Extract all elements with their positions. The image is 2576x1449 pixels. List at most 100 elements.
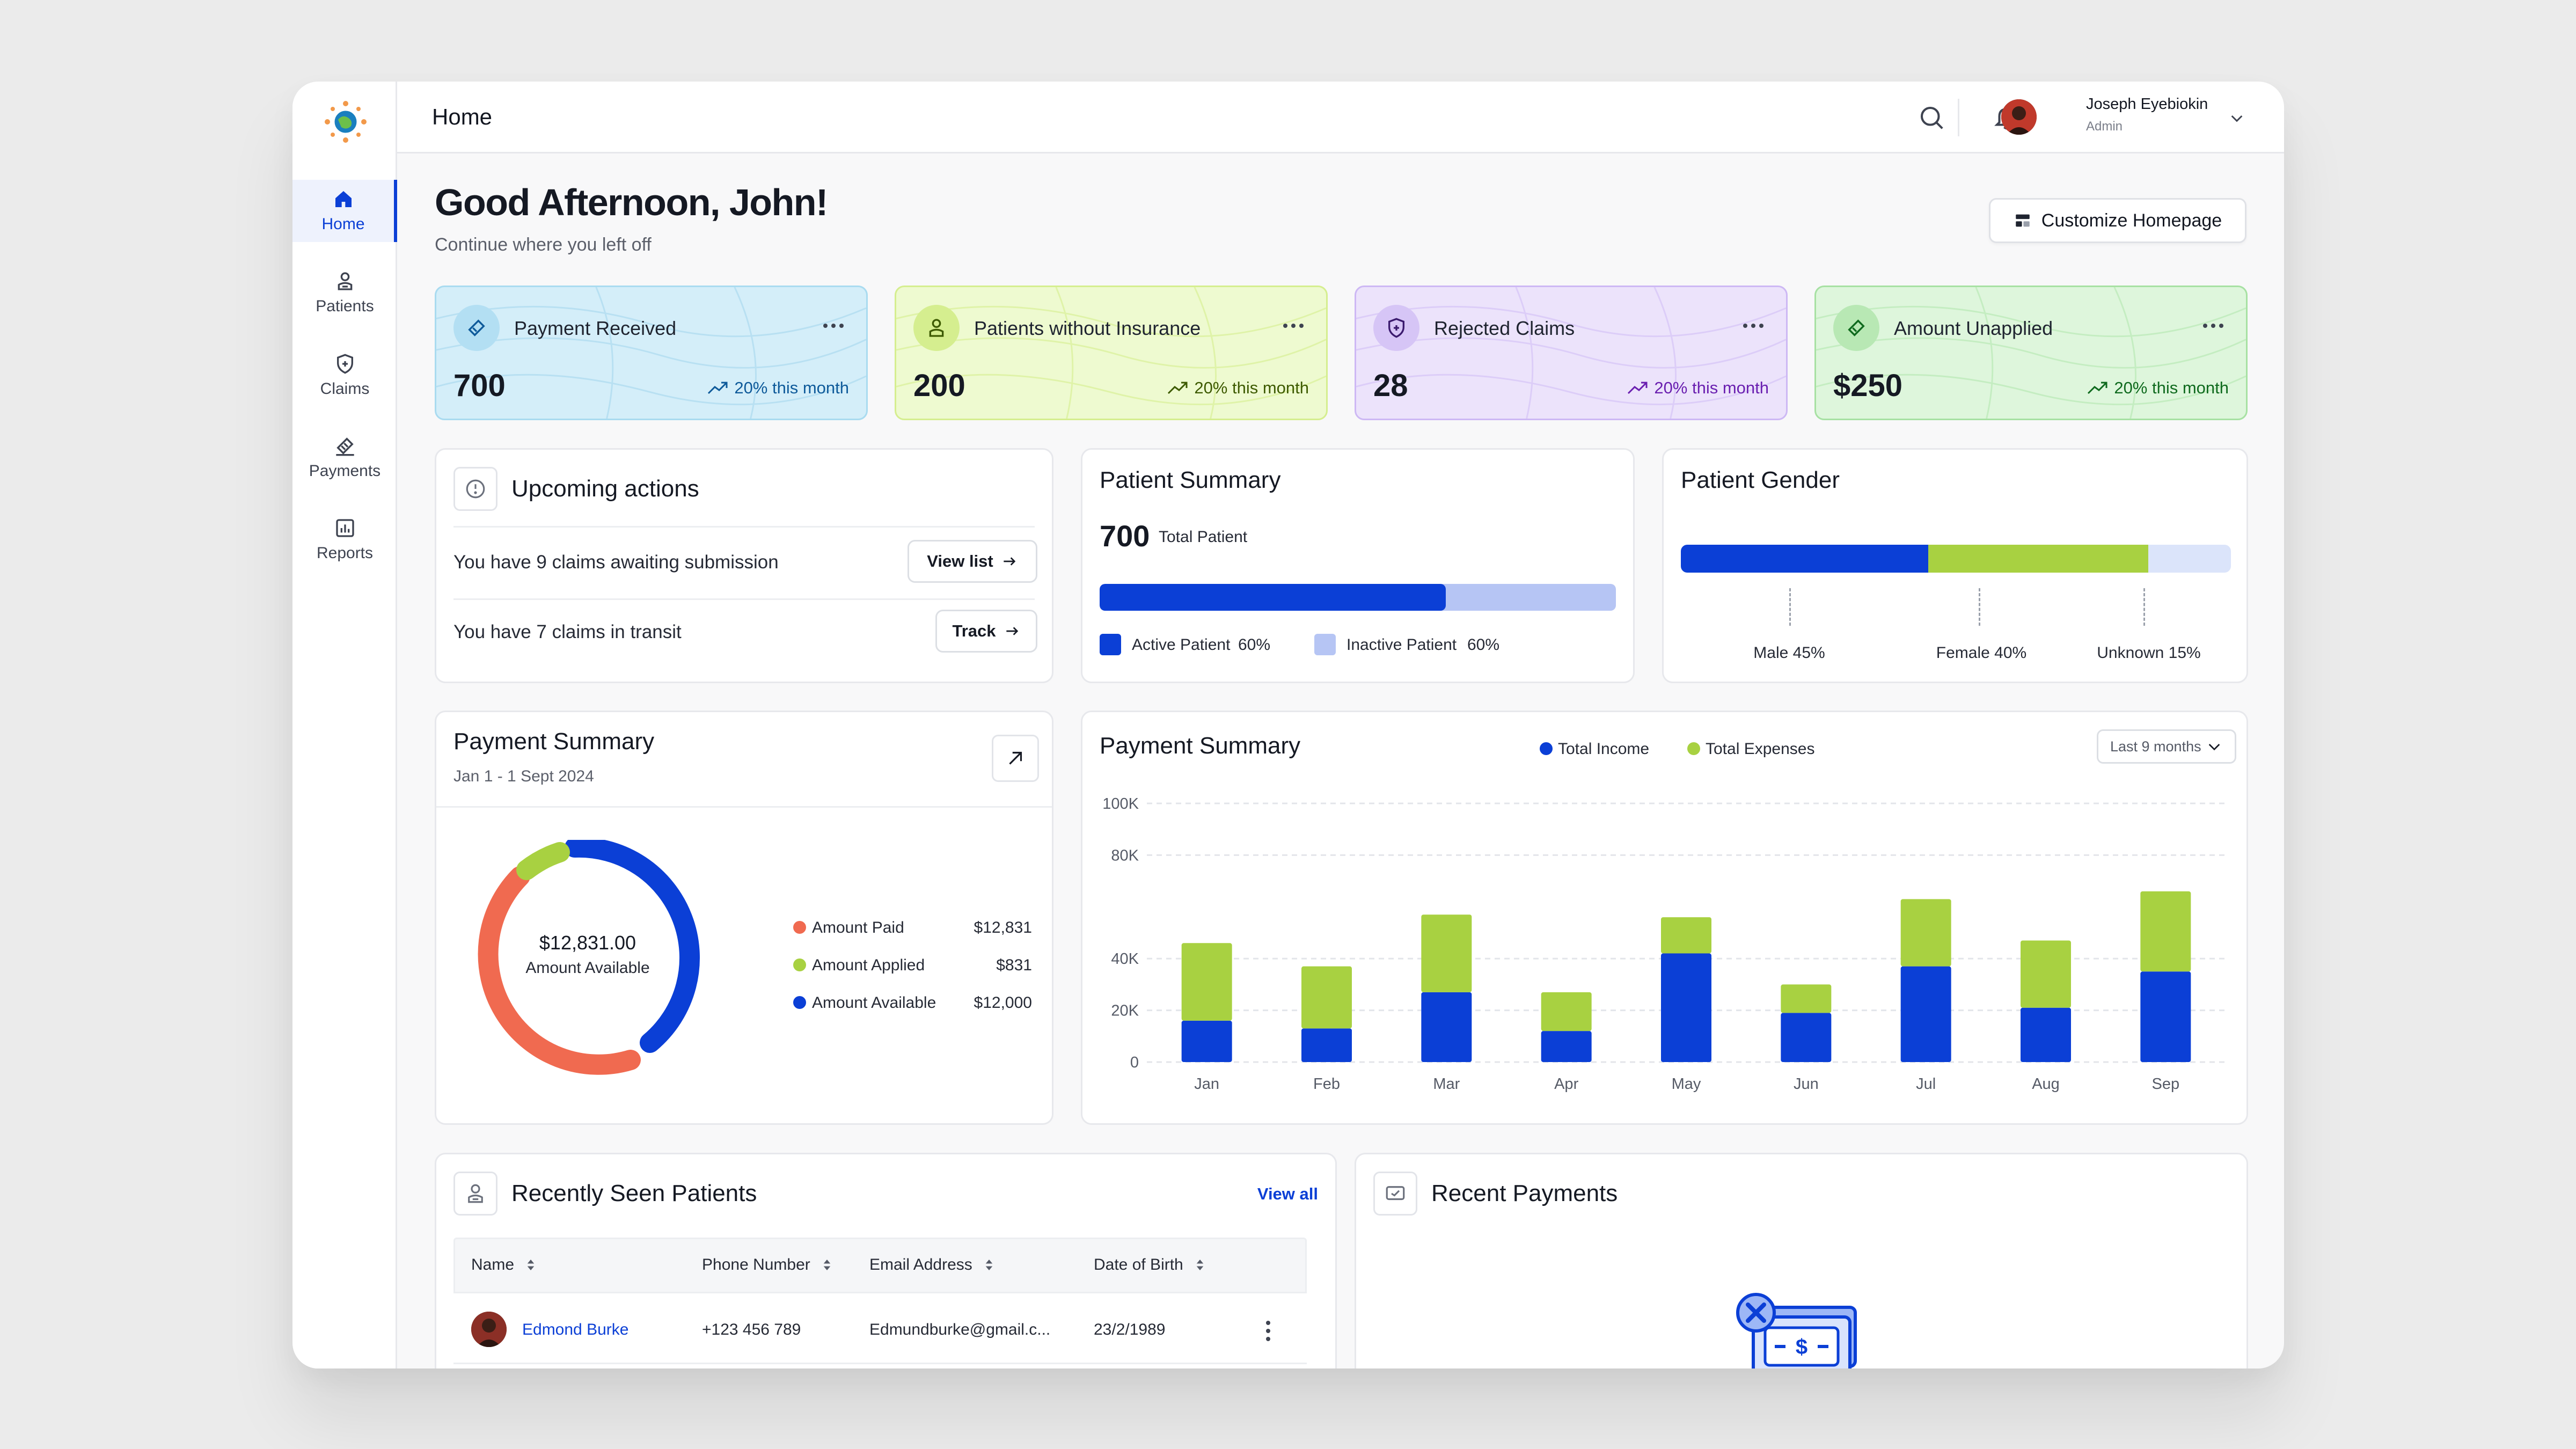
stat-trend: 20% this month	[1166, 378, 1309, 398]
payment-summary-donut-card: Payment Summary Jan 1 - 1 Sept 2024 $12,…	[435, 711, 1053, 1125]
x-tick-label: May	[1672, 1075, 1701, 1093]
sidebar-item-home[interactable]: Home	[292, 180, 397, 242]
legend-expenses-label: Total Expenses	[1706, 740, 1815, 758]
bar-total-income[interactable]	[2140, 971, 2191, 1062]
gender-segment-female	[1928, 545, 2149, 573]
sidebar: Home Patients Claims Payments Reports	[292, 82, 397, 1368]
gender-segment-unknown	[2148, 545, 2231, 573]
user-name[interactable]: Joseph Eyebiokin	[2086, 96, 2208, 113]
page-title: Home	[432, 104, 493, 129]
customize-homepage-button[interactable]: Customize Homepage	[1989, 198, 2246, 243]
column-header-label: Email Address	[869, 1256, 972, 1274]
column-header-dob[interactable]: Date of Birth	[1094, 1256, 1208, 1274]
user-role: Admin	[2086, 119, 2123, 134]
column-header-phone[interactable]: Phone Number	[702, 1256, 835, 1274]
payment-summary-date: Jan 1 - 1 Sept 2024	[453, 767, 594, 785]
sort-icon	[985, 1260, 992, 1270]
gender-tick	[1789, 588, 1791, 626]
upcoming-action-text: You have 9 claims awaiting submission	[453, 552, 779, 573]
divider	[1958, 99, 1959, 136]
sidebar-item-payments[interactable]: Payments	[292, 427, 397, 489]
stat-trend: 20% this month	[706, 378, 849, 398]
bar-total-income[interactable]	[1900, 966, 1951, 1062]
stat-label: Rejected Claims	[1434, 317, 1575, 339]
stat-trend-label: 20% this month	[734, 378, 849, 397]
sidebar-item-claims[interactable]: Claims	[292, 345, 397, 407]
period-filter-select[interactable]: Last 9 months	[2097, 729, 2236, 764]
search-icon[interactable]	[1917, 103, 1946, 132]
more-options-icon[interactable]	[1740, 315, 1767, 336]
x-tick-label: Aug	[2032, 1075, 2060, 1093]
bar-total-income[interactable]	[1421, 992, 1472, 1062]
track-button[interactable]: Track	[935, 610, 1037, 653]
topo-pattern	[436, 287, 866, 419]
column-header-name[interactable]: Name	[471, 1256, 539, 1274]
avatar[interactable]	[2001, 99, 2037, 135]
bar-total-expenses[interactable]	[1181, 943, 1232, 1021]
topo-pattern	[896, 287, 1326, 419]
bar-total-income[interactable]	[1301, 1028, 1352, 1062]
top-bar: Home	[397, 82, 2284, 153]
stat-label: Payment Received	[514, 317, 677, 339]
sidebar-item-patients[interactable]: Patients	[292, 262, 397, 324]
bar-total-expenses[interactable]	[1301, 966, 1352, 1029]
trend-up-icon	[2088, 382, 2107, 394]
bar-total-expenses[interactable]	[1900, 899, 1951, 967]
receipt-icon	[1386, 1186, 1405, 1201]
bar-total-income[interactable]	[2021, 1007, 2071, 1062]
donut-center-label: Amount Available	[525, 959, 650, 977]
bar-total-expenses[interactable]	[1781, 984, 1832, 1013]
row-more-icon[interactable]	[1257, 1318, 1279, 1344]
patient-summary-title: Patient Summary	[1100, 467, 1281, 493]
view-all-link[interactable]: View all	[1257, 1184, 1318, 1203]
patient-phone: +123 456 789	[702, 1321, 801, 1338]
chevron-down-icon[interactable]	[2228, 109, 2245, 127]
bar-total-income[interactable]	[1181, 1020, 1232, 1062]
bar-total-expenses[interactable]	[2140, 891, 2191, 972]
arrow-right-icon	[1004, 557, 1015, 566]
view-list-button[interactable]: View list	[908, 540, 1037, 583]
trend-up-icon	[1628, 382, 1648, 394]
bar-total-income[interactable]	[1541, 1031, 1592, 1062]
payment-summary-title: Payment Summary	[453, 728, 655, 755]
app-logo-icon[interactable]	[323, 99, 368, 144]
inactive-patient-label: Inactive Patient	[1346, 636, 1457, 654]
legend-value: $12,831	[974, 919, 1032, 936]
gender-segment-male	[1681, 545, 1929, 573]
stat-card-rejected-claims[interactable]: Rejected Claims 28 20% this month	[1355, 286, 1788, 420]
more-options-icon[interactable]	[1280, 315, 1307, 336]
column-header-email[interactable]: Email Address	[869, 1256, 997, 1274]
bar-total-expenses[interactable]	[1661, 917, 1711, 954]
gender-bar	[1681, 545, 2231, 573]
sidebar-item-reports[interactable]: Reports	[292, 509, 397, 571]
bar-total-income[interactable]	[1781, 1013, 1832, 1062]
bar-total-expenses[interactable]	[1421, 914, 1472, 992]
patient-summary-card: Patient Summary 700 Total Patient Active…	[1081, 448, 1635, 683]
stat-card-payment-received[interactable]: Payment Received 700 20% this month	[435, 286, 868, 420]
stat-card-amount-unapplied[interactable]: Amount Unapplied $250 20% this month	[1814, 286, 2248, 420]
expand-button[interactable]	[992, 735, 1039, 782]
bar-total-income[interactable]	[1661, 953, 1711, 1062]
legend-dot	[1687, 742, 1700, 755]
sidebar-item-label: Claims	[320, 380, 370, 398]
donut-segment-available	[565, 840, 700, 1053]
more-options-icon[interactable]	[820, 315, 847, 336]
stat-trend-label: 20% this month	[2114, 378, 2229, 397]
x-tick-label: Sep	[2152, 1075, 2180, 1093]
stat-value: 28	[1373, 368, 1408, 403]
bar-total-expenses[interactable]	[1541, 992, 1592, 1031]
upcoming-icon-box	[453, 467, 497, 511]
more-options-icon[interactable]	[2200, 315, 2227, 336]
recently-seen-patients-card: Recently Seen Patients View all Name Pho…	[435, 1153, 1337, 1368]
donut-chart	[478, 840, 700, 1075]
bar-total-expenses[interactable]	[2021, 940, 2071, 1008]
patient-name-link[interactable]: Edmond Burke	[522, 1321, 629, 1338]
sidebar-item-label: Home	[321, 215, 365, 233]
x-tick-label: Jan	[1194, 1075, 1219, 1093]
x-tick-label: Jun	[1794, 1075, 1819, 1093]
stat-card-patients-without-insurance[interactable]: Patients without Insurance 200 20% this …	[895, 286, 1328, 420]
gender-tick	[2143, 588, 2145, 626]
topo-pattern	[1816, 287, 2246, 419]
gender-label-female: Female 40%	[1936, 644, 2027, 662]
x-tick-label: Apr	[1554, 1075, 1578, 1093]
